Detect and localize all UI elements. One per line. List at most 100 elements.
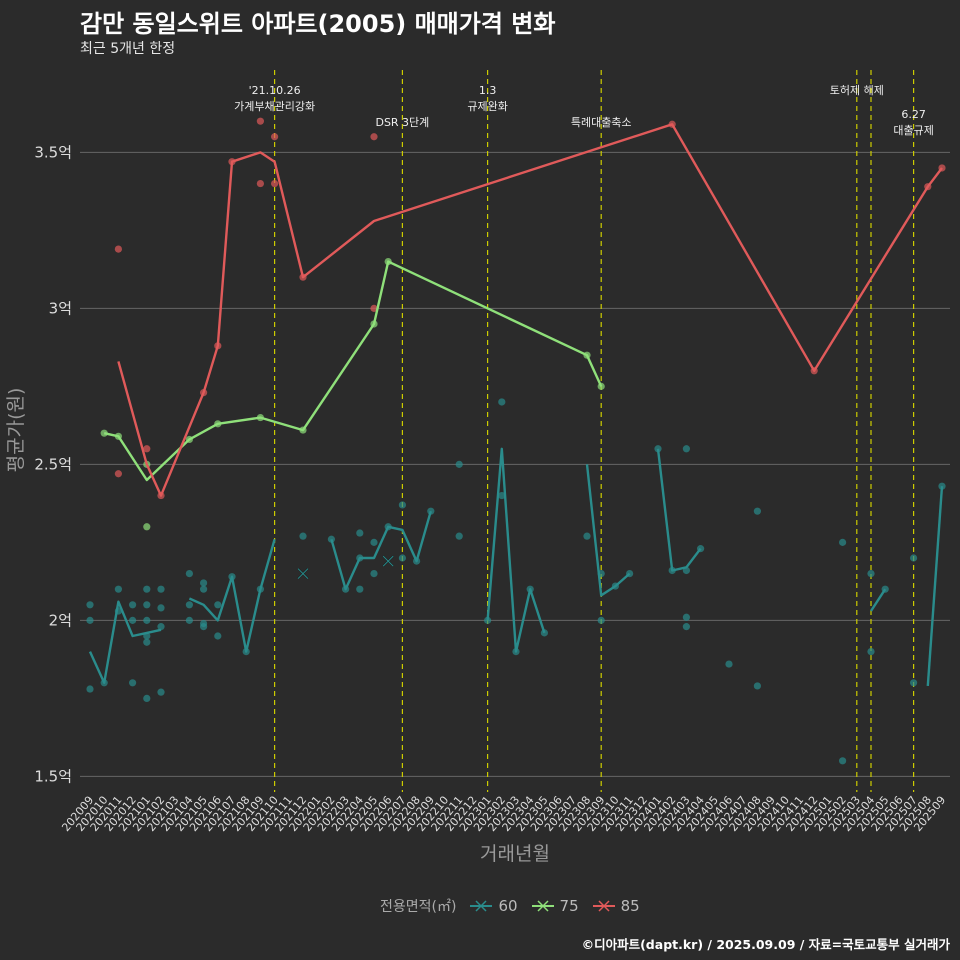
data-point-60 [583,532,591,540]
data-point-85 [256,117,264,125]
data-point-60 [200,585,208,593]
series-line-60 [585,464,631,597]
event-label: 토허제 해제 [830,83,884,97]
series-line-60 [88,600,162,684]
event-label: DSR 3단계 [375,116,429,129]
event-label: '21.10.26 [249,84,301,97]
y-tick-label: 3억 [49,299,72,317]
data-point-85 [143,445,151,453]
data-point-60 [753,507,762,515]
y-tick-label: 2억 [49,611,72,629]
data-point-60 [185,601,193,609]
data-point-60 [725,660,733,668]
data-point-75 [143,523,151,531]
data-point-60 [455,532,463,540]
data-point-60 [839,757,847,765]
legend-label-85: 85 [620,897,640,915]
y-tick-label: 1.5억 [34,767,72,785]
data-point-60 [867,569,875,578]
series-line-60 [656,448,702,572]
data-point-85 [256,179,264,188]
data-point-60 [839,538,847,546]
data-point-60 [356,529,364,537]
data-point-60 [143,585,151,593]
data-point-60 [214,632,222,640]
data-point-85 [370,304,378,312]
data-point-60 [682,445,691,453]
legend: 전용면적(㎡) 60 75 85 [380,896,640,916]
x-axis-title: 거래년월 [480,843,550,865]
data-point-60 [455,460,463,468]
data-point-60 [214,601,222,609]
event-label: 가계부채관리강화 [234,100,315,113]
data-point-85 [114,245,122,253]
data-point-85 [271,133,279,141]
data-point-85 [370,133,378,141]
series-line-60 [926,486,944,686]
data-point-60 [200,623,208,631]
data-point-60 [129,616,137,624]
legend-label-75: 75 [559,897,579,915]
data-point-60 [200,579,208,587]
data-point-60 [86,601,94,609]
event-label: 규제완화 [467,100,507,113]
chart-subtitle: 최근 5개년 한정 [80,41,176,57]
data-point-60 [185,569,193,578]
data-point-60 [498,491,506,500]
data-point-75 [100,429,108,437]
source-caption: ©디아파트(dapt.kr) / 2025.09.09 / 자료=국토교통부 실… [581,937,950,952]
data-point-60 [129,601,137,609]
data-point-60 [597,616,605,624]
data-point-60 [185,616,193,624]
data-point-60 [867,647,875,656]
legend-item-75: 75 [531,897,579,915]
data-point-85 [271,179,279,188]
series-line-60 [486,447,546,653]
series-line-60 [330,510,432,591]
data-point-60 [654,445,662,453]
chart-title: 감만 동일스위트 아파트(2005) 매매가격 변화 [80,10,556,38]
data-point-60 [910,554,918,562]
data-point-60 [498,398,506,406]
data-point-60 [143,638,151,646]
series-line-60 [869,588,887,612]
data-point-60 [682,613,691,621]
data-point-60 [143,616,151,624]
data-point-60 [157,585,165,593]
data-point-60 [143,694,151,702]
event-label: 6.27 [901,108,926,121]
legend-item-60: 60 [470,897,518,915]
data-point-60 [327,535,335,543]
data-point-60 [114,585,122,593]
data-point-60 [86,685,94,693]
legend-label-60: 60 [498,897,518,915]
legend-item-85: 85 [592,897,640,915]
data-point-60 [86,616,94,624]
data-point-60 [398,554,406,562]
x-marker [382,555,394,567]
event-label: 대출규제 [893,124,933,137]
x-marker [297,568,309,579]
data-point-60 [129,679,137,687]
data-point-85 [114,470,122,478]
data-point-60 [157,604,165,612]
legend-title: 전용면적(㎡) [380,899,457,915]
data-point-60 [370,538,378,546]
data-point-60 [753,682,762,690]
series-line-85 [117,123,943,497]
y-tick-label: 3.5억 [34,143,72,161]
data-point-60 [398,501,406,509]
data-point-60 [682,623,691,631]
series-line-75 [103,260,603,482]
event-label: 1.3 [479,84,497,97]
data-point-60 [143,601,151,609]
series-line-60 [188,538,276,653]
y-tick-label: 2.5억 [34,455,72,473]
data-point-60 [299,532,307,540]
data-point-60 [427,507,435,515]
data-point-60 [356,585,364,593]
data-point-60 [910,679,918,687]
y-axis-title: 평균가(원) [5,388,27,473]
data-point-60 [157,688,165,696]
